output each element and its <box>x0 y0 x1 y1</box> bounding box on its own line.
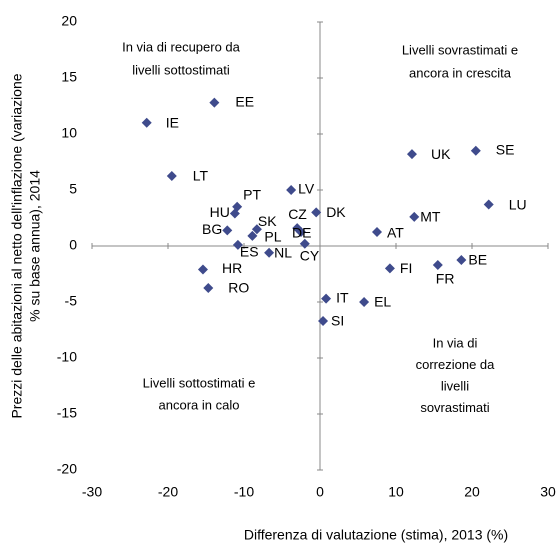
y-axis-title: Prezzi delle abitazioni al netto dell'in… <box>9 73 43 418</box>
point-label: MT <box>420 209 441 225</box>
point <box>384 263 395 274</box>
point-label: BG <box>202 221 222 237</box>
point <box>286 185 297 195</box>
point-label: DK <box>326 204 346 220</box>
point-label: EE <box>235 93 254 109</box>
point-label: RO <box>228 280 249 296</box>
point-label: IE <box>166 115 179 131</box>
x-tick-label: 10 <box>388 484 404 500</box>
y-tick-label: -5 <box>65 293 78 309</box>
point-label: HU <box>210 204 230 220</box>
point-label: SE <box>496 142 515 158</box>
y-tick-label: -10 <box>57 349 77 365</box>
point-label: DE <box>292 225 311 241</box>
point-label: IT <box>336 289 349 305</box>
y-tick-label: 15 <box>61 69 77 85</box>
point-label: PT <box>243 187 261 203</box>
point-label: CY <box>300 247 320 263</box>
point <box>470 145 481 156</box>
point <box>229 208 240 219</box>
y-tick-label: 0 <box>69 237 77 253</box>
point-label: SI <box>331 313 344 329</box>
x-tick-label: -20 <box>158 484 178 500</box>
annotation: In via di <box>433 335 478 350</box>
point <box>296 227 306 237</box>
y-tick-label: -15 <box>57 405 77 421</box>
x-tick-label: -10 <box>234 484 254 500</box>
point <box>222 225 233 236</box>
y-tick-label: 5 <box>69 181 77 197</box>
x-tick-label: -30 <box>82 484 102 500</box>
annotation: ancora in crescita <box>409 65 512 80</box>
annotation: livelli <box>441 378 469 393</box>
y-tick-label: 20 <box>61 13 77 29</box>
point <box>483 199 494 210</box>
point <box>247 230 258 241</box>
point-label: EL <box>374 294 391 310</box>
x-tick-label: 30 <box>540 484 556 500</box>
point <box>197 264 208 275</box>
annotation: Livelli sottostimati e <box>143 375 256 390</box>
y-axis-title-line: Prezzi delle abitazioni al netto dell'in… <box>9 73 25 418</box>
point <box>232 239 243 250</box>
y-tick-label: -20 <box>57 461 77 477</box>
point <box>251 224 262 235</box>
point <box>432 260 443 271</box>
y-axis-title-line: % su base annua), 2014 <box>27 170 43 322</box>
point-label: UK <box>431 146 451 162</box>
y-tick-label: 10 <box>61 125 77 141</box>
point <box>311 207 322 218</box>
point <box>456 255 467 265</box>
point-label: AT <box>387 225 404 241</box>
annotation: Livelli sovrastimati e <box>402 42 518 57</box>
point-label: BE <box>468 252 487 268</box>
point-label: LU <box>509 196 527 212</box>
point <box>321 293 332 304</box>
point-label: LT <box>193 168 209 184</box>
point <box>141 117 152 128</box>
point-label: NL <box>274 244 292 260</box>
point <box>318 316 329 327</box>
point <box>359 297 370 307</box>
annotation: correzione da <box>416 357 496 372</box>
annotation: livelli sottostimati <box>132 62 230 77</box>
point-label: FR <box>436 271 455 287</box>
point-label: CZ <box>288 206 307 222</box>
point-label: HR <box>222 260 242 276</box>
annotation: sovrastimati <box>420 400 489 415</box>
point <box>264 247 275 258</box>
point <box>166 171 177 181</box>
point <box>406 149 417 160</box>
point <box>372 227 382 237</box>
point-label: LV <box>298 181 315 197</box>
x-axis-title: Differenza di valutazione (stima), 2013 … <box>244 527 508 543</box>
annotation: In via di recupero da <box>122 39 241 54</box>
point <box>299 238 310 249</box>
point-label: SK <box>258 213 277 229</box>
point <box>209 97 220 108</box>
point-label: ES <box>240 244 259 260</box>
point-label: FI <box>400 260 412 276</box>
annotation: ancora in calo <box>159 397 240 412</box>
point <box>203 283 214 293</box>
point <box>409 211 420 222</box>
x-tick-label: 0 <box>316 484 324 500</box>
point-label: PL <box>264 229 281 245</box>
x-tick-label: 20 <box>464 484 480 500</box>
